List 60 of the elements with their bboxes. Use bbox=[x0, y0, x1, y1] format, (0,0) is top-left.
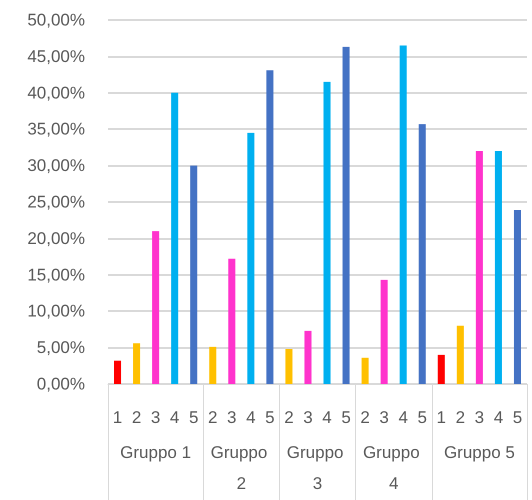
x-tick-label: 3 bbox=[150, 408, 160, 427]
bar bbox=[247, 132, 254, 384]
bar bbox=[190, 166, 198, 384]
x-tick-label: 5 bbox=[188, 408, 198, 427]
text: Gruppo 2 bbox=[210, 443, 272, 493]
y-tick-label: 30,00% bbox=[27, 156, 85, 176]
x-tick-label: 3 bbox=[474, 408, 484, 427]
y-tick-label: 10,00% bbox=[27, 302, 85, 321]
bar bbox=[400, 45, 407, 384]
bar bbox=[342, 46, 350, 384]
x-tick-label: 1 bbox=[112, 408, 122, 427]
bar bbox=[380, 280, 388, 384]
y-tick-label: 35,00% bbox=[27, 120, 85, 139]
bar bbox=[114, 360, 122, 384]
x-tick-label: 5 bbox=[341, 408, 351, 427]
bar bbox=[476, 151, 483, 384]
x-tick-label: 3 bbox=[379, 408, 389, 427]
bar bbox=[494, 151, 502, 384]
bar bbox=[324, 82, 331, 384]
bar bbox=[209, 346, 216, 384]
bar bbox=[133, 343, 140, 384]
y-tick-label: 5,00% bbox=[36, 338, 85, 358]
bar bbox=[266, 70, 274, 384]
x-tick-label: 2 bbox=[208, 408, 218, 427]
x-tick-label: 4 bbox=[246, 408, 256, 427]
text: Gruppo 4 bbox=[362, 443, 424, 493]
text: Gruppo 5 bbox=[444, 443, 515, 462]
bar bbox=[285, 349, 292, 384]
y-tick-label: 0,00% bbox=[36, 374, 85, 394]
x-tick-label: 2 bbox=[132, 408, 142, 427]
bar bbox=[418, 124, 426, 384]
y-tick-label: 40,00% bbox=[27, 83, 85, 102]
x-tick-label: 4 bbox=[170, 408, 180, 427]
x-tick-label: 4 bbox=[494, 408, 504, 427]
bar bbox=[438, 354, 445, 384]
x-tick-label: 3 bbox=[303, 408, 313, 427]
bar bbox=[304, 330, 312, 384]
bar bbox=[152, 231, 160, 384]
x-tick-label: 3 bbox=[227, 408, 237, 427]
bar bbox=[228, 258, 236, 384]
text: Gruppo 1 bbox=[120, 443, 192, 462]
x-tick-label: 5 bbox=[265, 408, 275, 427]
y-tick-label: 45,00% bbox=[27, 46, 85, 66]
x-tick-label: 2 bbox=[360, 408, 370, 427]
x-tick-label: 4 bbox=[398, 408, 408, 427]
y-tick-label: 15,00% bbox=[27, 265, 85, 284]
bar bbox=[362, 358, 369, 384]
y-tick-label: 25,00% bbox=[27, 192, 85, 212]
bar bbox=[514, 210, 521, 384]
x-tick-label: 2 bbox=[284, 408, 294, 427]
x-tick-label: 4 bbox=[322, 408, 332, 427]
text: Gruppo 3 bbox=[286, 443, 348, 493]
x-tick-label: 5 bbox=[418, 408, 427, 427]
x-tick-label: 1 bbox=[436, 408, 446, 427]
y-tick-label: 20,00% bbox=[27, 228, 85, 248]
x-tick-label: 2 bbox=[456, 408, 466, 427]
y-tick-label: 50,00% bbox=[27, 10, 85, 30]
x-tick-label: 5 bbox=[512, 408, 522, 427]
bar bbox=[171, 92, 178, 384]
bar bbox=[456, 326, 464, 384]
